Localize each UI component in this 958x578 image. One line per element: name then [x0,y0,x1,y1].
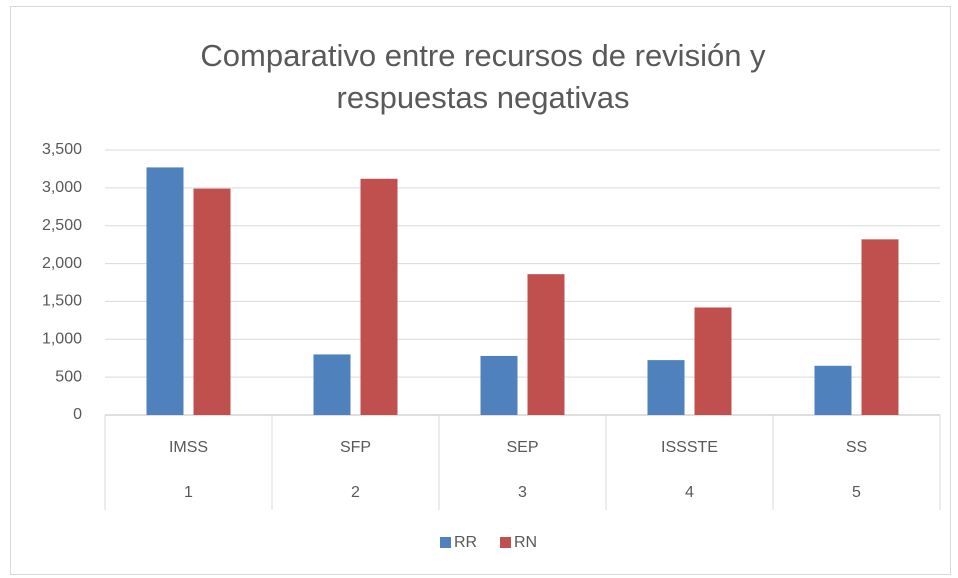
x-tick-label: SEP [506,439,538,456]
x-tick-label: SFP [340,439,371,456]
bar [146,167,184,415]
legend-swatch [440,537,451,548]
y-tick-label: 2,500 [42,217,82,234]
y-tick-label: 0 [73,406,82,423]
y-tick-label: 500 [55,368,82,385]
x-tick-label: IMSS [169,439,208,456]
x-group-label: 1 [184,484,193,501]
x-group-label: 3 [518,484,527,501]
bar [694,307,732,415]
x-group-label: 4 [685,484,694,501]
bar [313,354,351,415]
chart-title: respuestas negativas [337,80,630,115]
y-tick-label: 3,000 [42,179,82,196]
bar [861,239,899,415]
x-group-label: 5 [852,484,861,501]
y-tick-label: 2,000 [42,255,82,272]
legend-label: RN [514,534,537,551]
bar [193,188,231,415]
bar [480,355,518,415]
y-tick-label: 1,500 [42,293,82,310]
x-tick-label: ISSSTE [661,439,718,456]
legend-label: RR [454,534,477,551]
y-tick-label: 3,500 [42,141,82,158]
x-group-label: 2 [351,484,360,501]
legend-swatch [500,537,511,548]
chart-title: Comparativo entre recursos de revisión y [200,38,766,73]
bar [527,274,565,415]
y-tick-label: 1,000 [42,331,82,348]
bar [814,365,852,415]
x-tick-label: SS [846,439,867,456]
bar [360,178,398,415]
bar [647,360,685,415]
